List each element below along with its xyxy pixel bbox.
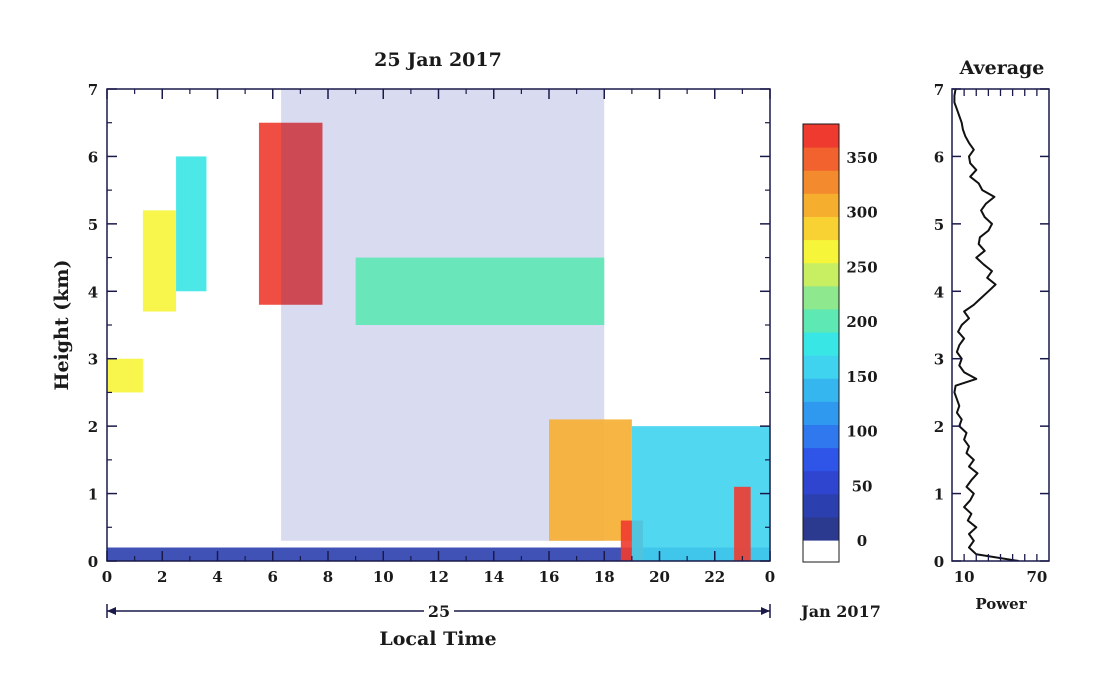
colorbar-swatch (803, 216, 839, 241)
y-tick-label: 1 (88, 486, 98, 504)
x-tick-label: 18 (594, 568, 615, 586)
colorbar-swatch (803, 193, 839, 217)
avg-plot-background (952, 89, 1049, 561)
avg-y-tick-label: 4 (934, 283, 944, 301)
avg-y-tick-label: 5 (934, 216, 944, 234)
avg-x-tick-label: 10 (954, 568, 975, 586)
y-tick-label: 4 (88, 283, 98, 301)
colorbar-tick-label: 100 (846, 423, 877, 441)
y-tick-label: 5 (88, 216, 98, 234)
colorbar-swatch (803, 355, 839, 379)
colorbar-swatch (803, 170, 839, 194)
x-tick-label: 4 (212, 568, 222, 586)
chart-title: 25 Jan 2017 (374, 49, 502, 71)
colorbar-tick-label: 250 (846, 258, 877, 276)
date-axis: 25 Jan 2017 (106, 602, 881, 621)
x-tick-label: 16 (539, 568, 560, 586)
colorbar-swatch (803, 470, 839, 495)
y-tick-label: 0 (88, 553, 98, 571)
colorbar-tick-label: 50 (852, 477, 873, 495)
colorbar-tick-label: 300 (846, 204, 877, 222)
colorbar-labels: 0 50 100 150 200 250 300 350 (846, 149, 877, 550)
y-tick-label: 2 (88, 418, 98, 436)
colorbar-below-range (803, 540, 839, 562)
avg-title: Average (959, 57, 1045, 79)
colorbar-tick-label: 200 (846, 313, 877, 331)
x-tick-label: 22 (704, 568, 725, 586)
colorbar-swatch (803, 401, 839, 426)
y-tick-label: 6 (88, 148, 98, 166)
x-tick-label: 10 (373, 568, 394, 586)
x-tick-label: 2 (157, 568, 167, 586)
colorbar-swatch (803, 308, 839, 333)
date-axis-right-arrow (761, 607, 770, 615)
x-tick-label: 8 (323, 568, 333, 586)
colorbar-swatch (803, 332, 839, 356)
colorbar-swatch (803, 447, 839, 472)
colorbar-swatch (803, 424, 839, 449)
colorbar: 0 50 100 150 200 250 300 350 (802, 123, 878, 563)
x-tick-label: 0 (102, 568, 112, 586)
colorbar-tick-label: 0 (857, 532, 867, 550)
date-axis-month-year-label: Jan 2017 (799, 602, 881, 621)
x-tick-label: 14 (483, 568, 504, 586)
avg-y-tick-label: 6 (934, 148, 944, 166)
colorbar-swatch (803, 262, 839, 287)
date-axis-day-label: 25 (428, 602, 450, 621)
avg-y-tick-label: 2 (934, 418, 944, 436)
average-power-line (953, 89, 1019, 561)
colorbar-tick-label: 350 (846, 149, 877, 167)
avg-x-tick-label: 70 (1026, 568, 1047, 586)
heatmap-region-7 (549, 419, 632, 541)
avg-y-tick-label: 1 (934, 486, 944, 504)
date-axis-left-arrow (107, 607, 116, 615)
avg-y-tick-label: 3 (934, 351, 944, 369)
heatmap-region-2 (142, 210, 177, 312)
x-tick-label: 20 (649, 568, 670, 586)
y-tick-label: 7 (88, 81, 98, 99)
heatmap-region-10 (734, 486, 751, 561)
colorbar-swatch (803, 285, 839, 310)
y-tick-label: 3 (88, 351, 98, 369)
colorbar-swatch (803, 378, 839, 402)
x-tick-label: 12 (428, 568, 449, 586)
x-axis-label: Local Time (379, 628, 496, 650)
colorbar-swatch (803, 124, 839, 148)
heatmap-region-4 (258, 122, 323, 305)
average-ticks: 0 1 2 3 4 5 6 7 10 70 (934, 81, 1049, 586)
colorbar-tick-label: 150 (846, 368, 877, 386)
colorbar-swatch (803, 239, 839, 264)
date-axis-label-gap (424, 603, 454, 619)
colorbar-frame (802, 123, 840, 563)
x-tick-label: 6 (268, 568, 278, 586)
avg-y-tick-label: 7 (934, 81, 944, 99)
colorbar-cells (803, 124, 839, 562)
average-plot: 0 1 2 3 4 5 6 7 10 70 (934, 81, 1050, 586)
heatmap-region-6 (355, 257, 605, 325)
colorbar-swatch (803, 493, 839, 518)
avg-x-axis-label: Power (975, 595, 1027, 613)
avg-y-tick-label: 0 (934, 553, 944, 571)
heatmap-region-1 (107, 358, 143, 393)
colorbar-swatch (803, 516, 839, 541)
colorbar-swatch (803, 147, 839, 171)
heatmap-region-3 (176, 156, 207, 292)
x-tick-label: 0 (765, 568, 775, 586)
y-axis-label: Height (km) (51, 260, 73, 391)
heatmap-cells (107, 89, 770, 561)
